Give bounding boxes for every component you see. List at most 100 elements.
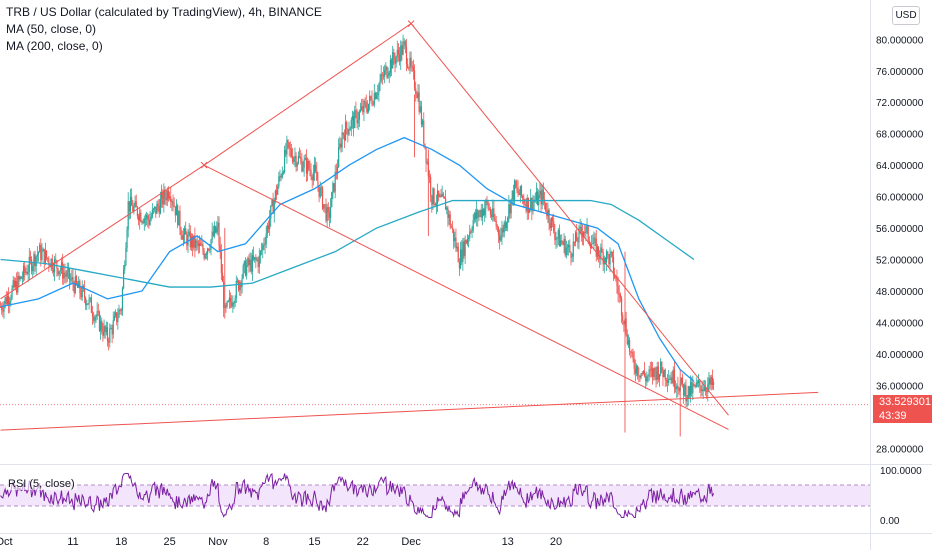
candle-down [366,108,368,112]
candle-up [6,296,9,304]
candle-down [162,192,164,205]
candle-down [47,257,49,259]
candle-down [504,222,506,228]
candle-up [600,247,602,259]
candle-up [19,276,21,280]
candle-down [356,111,358,124]
candle-up [481,209,483,218]
candle-down [424,143,426,148]
candle-up [668,378,670,383]
candle-down [461,249,463,263]
candle-down [164,189,166,198]
candle-down [327,207,329,213]
candle-down [631,352,633,354]
candle-down [221,273,224,282]
candle-up [441,193,443,197]
candle-down [52,269,55,273]
candle-down [353,116,355,129]
currency-button[interactable]: USD [892,6,920,25]
candle-up [712,382,715,385]
candle-up [703,387,705,391]
candle-up [464,240,466,256]
candle-down [280,176,282,178]
candle-up [251,255,253,272]
candle-down [639,375,641,378]
price-tick-label: 60.000000 [876,193,924,204]
candle-down [219,245,221,253]
candle-down [540,190,542,205]
candle-up [182,234,184,240]
candle-up [190,236,193,248]
candle-down [308,161,310,169]
candle-down [48,258,50,265]
candle-up [201,244,203,246]
candle-up [635,365,638,374]
candle-up [388,72,390,76]
candle-down [288,142,290,149]
candle-up [349,128,351,131]
candle-down [343,134,345,141]
candle-down [553,221,555,232]
time-tick-label: Dec [401,536,421,548]
rsi-band [0,485,870,506]
candle-down [602,251,604,265]
candle-down [630,351,632,353]
candle-down [16,281,18,293]
candle-down [231,302,233,307]
candle-down [119,309,121,311]
candle-up [32,265,34,272]
candle-down [289,148,291,150]
candle-up [395,56,397,64]
candle-down [208,248,210,250]
candle-down [433,188,435,204]
ma50-legend[interactable]: MA (50, close, 0) [6,22,97,36]
symbol-title[interactable]: TRB / US Dollar (calculated by TradingVi… [6,5,322,19]
candle-down [499,234,501,241]
candle-up [658,374,661,380]
candle-down [619,294,621,298]
candle-down [393,52,395,60]
candle-down [90,297,92,313]
candle-down [101,320,103,332]
candle-up [380,74,382,81]
candle-down [702,389,704,391]
candle-up [367,103,370,112]
candle-down [355,110,357,112]
candle-down [495,220,497,227]
candle-down [386,66,388,78]
rsi-legend[interactable]: RSI (5, close) [6,478,77,490]
candle-up [609,253,611,265]
candle-up [121,288,124,311]
candle-down [564,238,566,256]
candle-up [660,361,662,375]
candle-up [646,376,648,382]
candle-down [203,251,205,259]
candle-down [315,164,317,172]
candle-down [675,387,677,389]
candle-up [17,275,19,293]
candle-down [607,251,609,255]
candle-down [470,231,472,233]
ma200-legend[interactable]: MA (200, close, 0) [6,39,103,53]
candle-up [344,122,347,141]
candle-up [86,303,88,306]
candle-down [588,240,590,245]
candle-up [129,196,132,212]
candle-up [71,277,73,280]
candle-down [300,157,302,159]
candle-up [154,206,156,209]
trendline [203,164,729,430]
candle-up [206,248,209,255]
candle-up [227,301,229,303]
candle-down [549,222,551,229]
candle-down [573,241,575,243]
chart-legend: TRB / US Dollar (calculated by TradingVi… [6,4,322,55]
candle-up [541,189,543,205]
candle-up [4,297,6,304]
candle-down [305,158,308,174]
candle-down [657,366,659,380]
candle-down [604,257,607,263]
candle-down [527,197,529,213]
